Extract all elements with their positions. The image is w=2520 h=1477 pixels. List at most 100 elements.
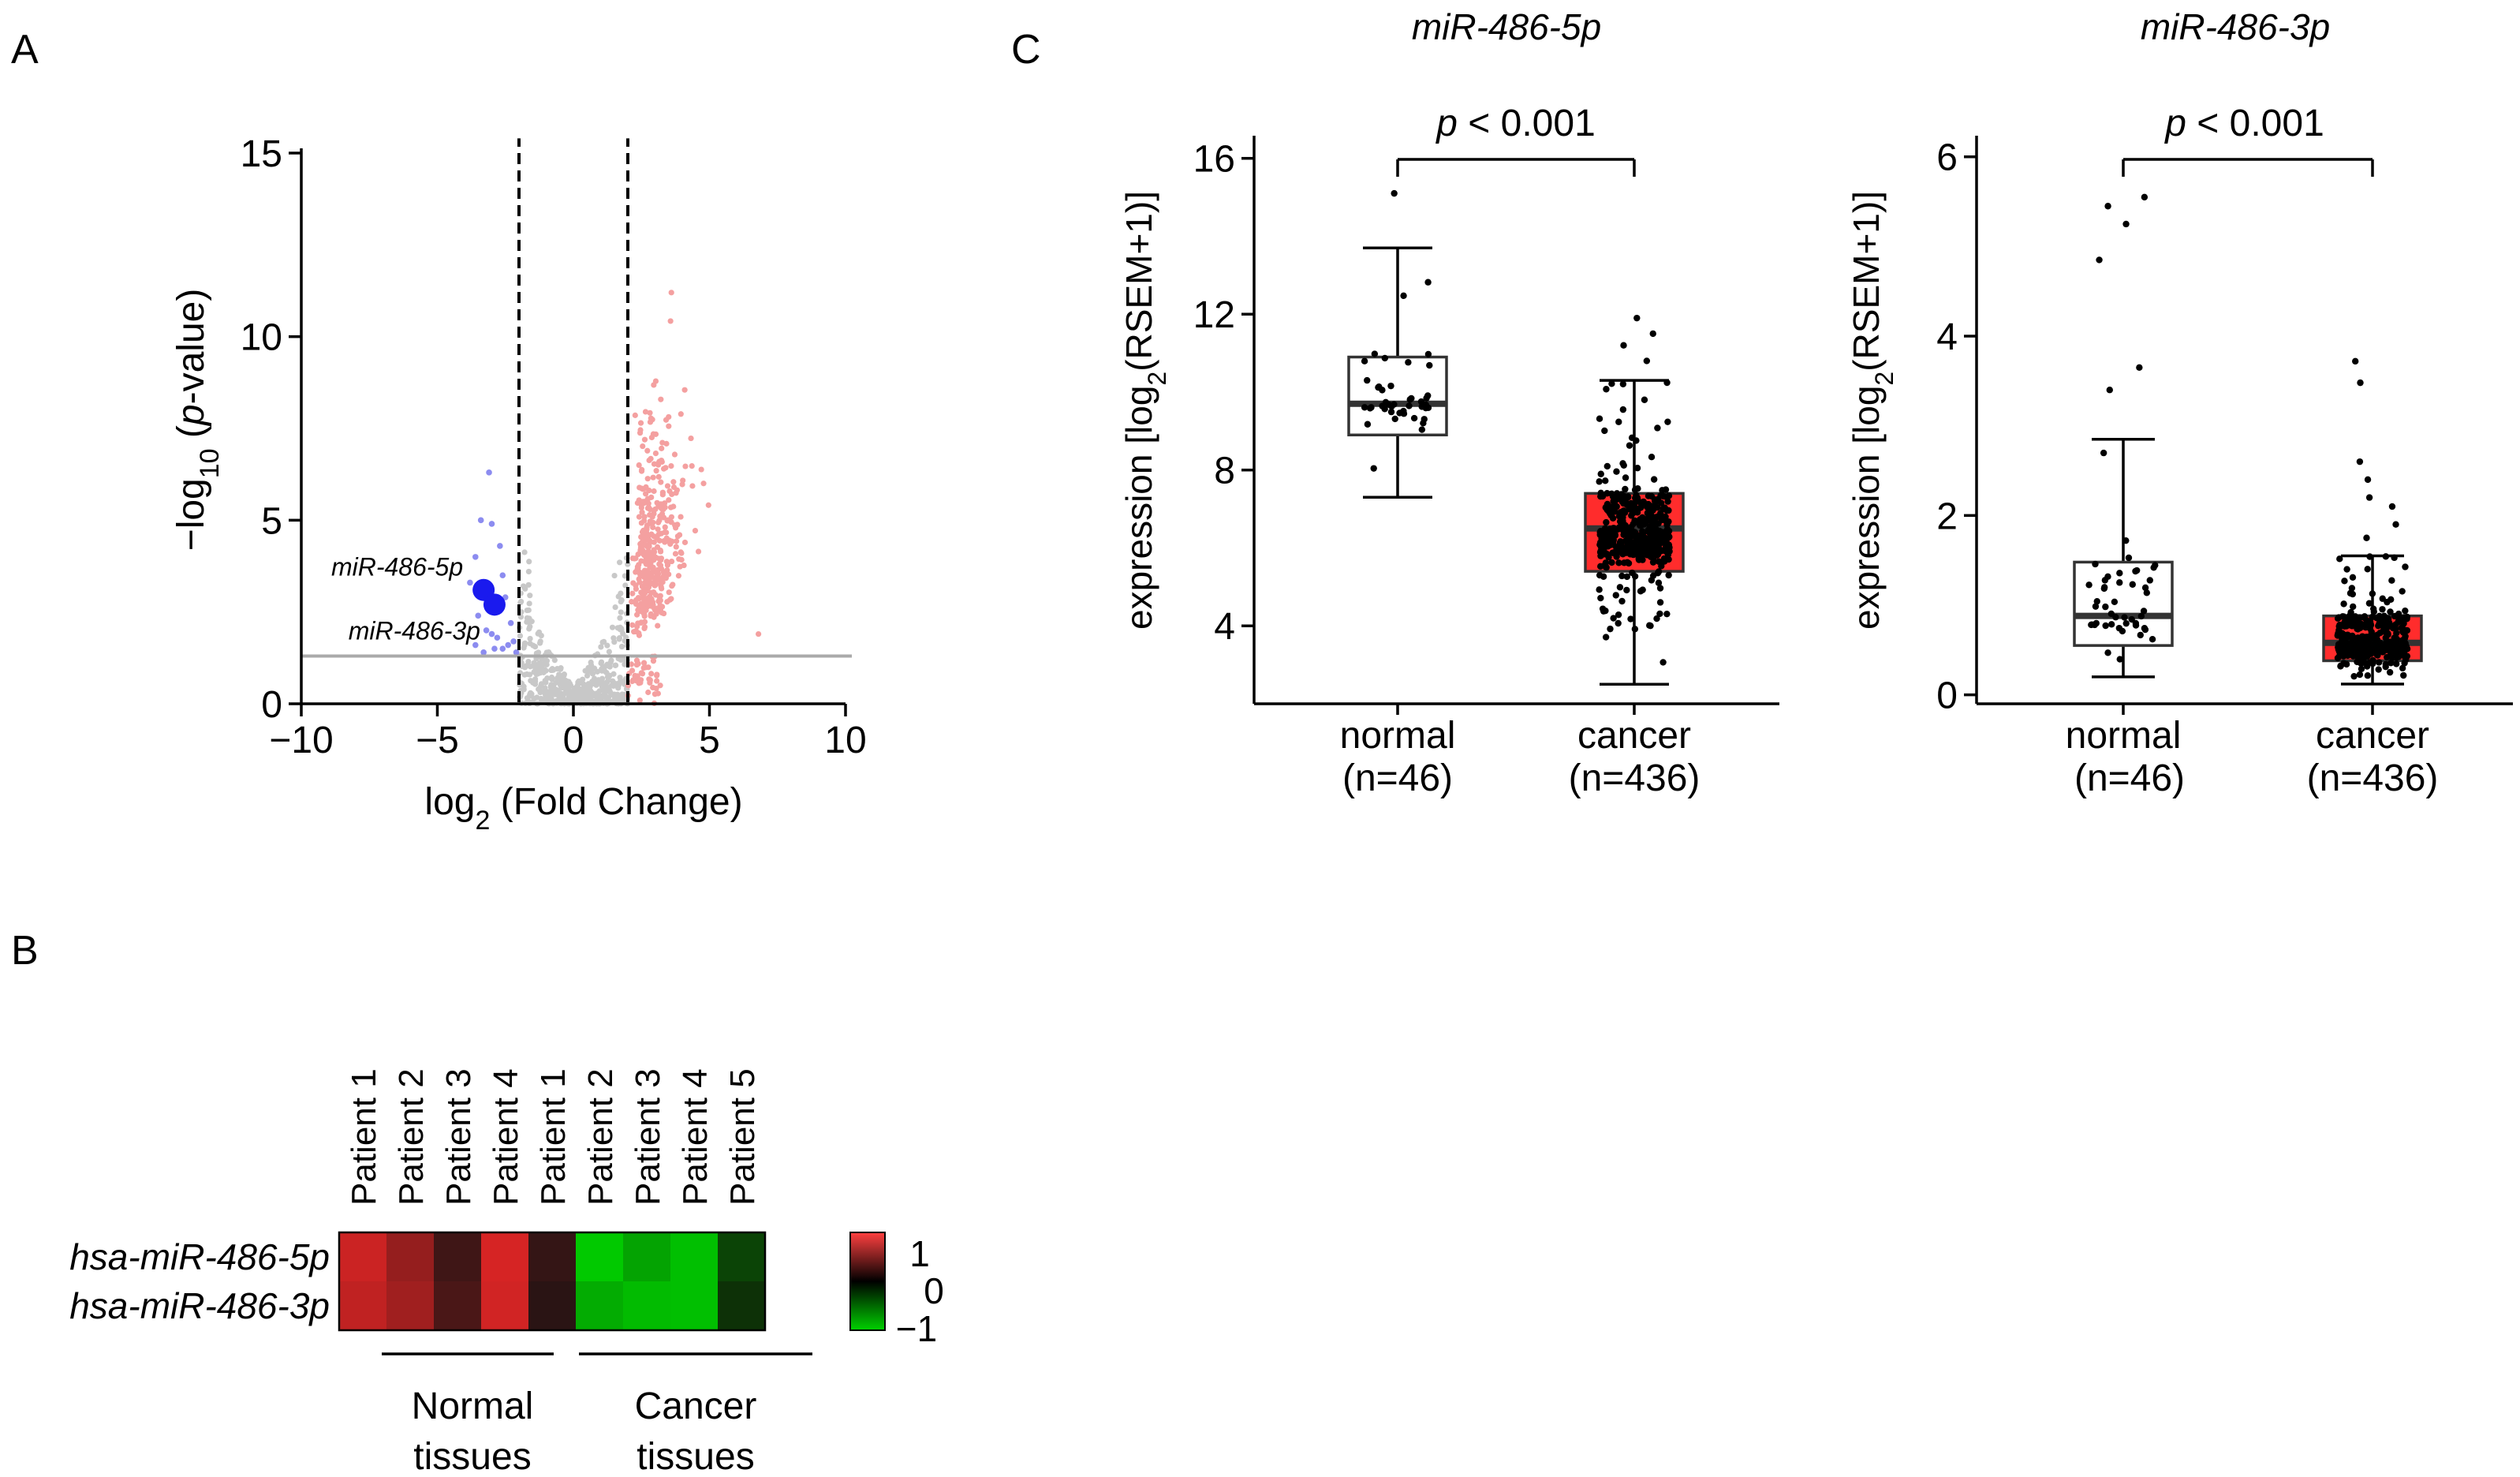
data-point <box>1406 402 1413 409</box>
heatmap-cell <box>623 1232 671 1282</box>
data-point <box>1641 540 1648 547</box>
data-point <box>1651 497 1659 505</box>
data-point <box>2391 612 2399 620</box>
point-up <box>643 556 649 563</box>
outlier-point <box>2363 534 2370 541</box>
column-label: Patient 3 <box>439 1068 478 1206</box>
point-up <box>649 417 655 423</box>
point-not-significant <box>617 626 623 633</box>
data-point <box>1631 517 1638 525</box>
data-point <box>2402 614 2410 621</box>
point-not-significant <box>606 673 613 679</box>
point-up <box>651 539 657 545</box>
point-up <box>666 537 673 544</box>
point-up <box>689 462 695 469</box>
data-point <box>2388 577 2395 584</box>
point-up <box>636 514 643 520</box>
point-not-significant <box>594 668 600 675</box>
point-up <box>636 462 642 469</box>
point-down <box>483 627 490 634</box>
data-point <box>1410 414 1418 422</box>
volcano-x-axis-label: log2 (Fold Change) <box>424 781 742 836</box>
data-point <box>2102 622 2109 630</box>
box <box>2073 560 2174 647</box>
point-up <box>637 427 644 433</box>
point-not-significant <box>618 643 625 650</box>
outlier-point <box>2136 364 2143 372</box>
point-not-significant <box>616 559 623 566</box>
data-point <box>2111 598 2119 606</box>
point-not-significant <box>607 690 614 696</box>
heatmap-cell <box>386 1232 435 1282</box>
point-up <box>638 670 644 676</box>
point-not-significant <box>534 671 541 677</box>
data-point <box>2137 612 2145 620</box>
point-not-significant <box>521 642 528 649</box>
outlier-point <box>1391 189 1398 197</box>
panel-label-b: B <box>11 928 39 974</box>
outlier-point <box>2365 494 2373 501</box>
point-not-significant <box>526 600 532 607</box>
data-point <box>1653 542 1660 550</box>
heatmap-column-labels: Patient 1 Patient 2 Patient 3 Patient 4 Pati… <box>345 1068 762 1206</box>
point-up <box>645 664 651 671</box>
data-point <box>2350 672 2358 680</box>
boxplot-axes: 4 8 12 16 <box>1193 136 1779 715</box>
group-label: cancer <box>2316 715 2429 757</box>
point-up <box>648 531 655 537</box>
data-point <box>1664 418 1671 425</box>
data-point <box>2133 566 2141 574</box>
outlier-point <box>1620 342 1627 349</box>
data-point <box>2341 648 2348 655</box>
data-point <box>1613 468 1620 475</box>
outlier-point <box>2352 357 2359 365</box>
point-up <box>650 658 657 664</box>
point-up <box>682 463 689 469</box>
point-not-significant <box>615 593 622 600</box>
data-point <box>2104 649 2111 656</box>
boxplot-y-axis-label: expression [log2(RSEM+1)] <box>1846 191 1898 630</box>
point-up <box>659 439 666 446</box>
point-not-significant <box>618 609 624 615</box>
point-up <box>639 509 645 515</box>
y-tick-label: 15 <box>241 133 282 175</box>
point-not-significant <box>616 636 622 642</box>
data-point <box>1665 571 1672 579</box>
data-point <box>2379 606 2386 613</box>
point-not-significant <box>542 678 548 684</box>
data-point <box>1656 585 1664 592</box>
heatmap-border <box>338 1231 767 1332</box>
data-point <box>1605 554 1612 561</box>
y-tick-label: 12 <box>1193 294 1235 336</box>
point-not-significant <box>615 685 622 691</box>
point-up <box>657 593 663 599</box>
data-point <box>1665 555 1672 563</box>
data-point <box>1603 462 1611 470</box>
point-not-significant <box>548 674 555 681</box>
y-tick-label: 5 <box>261 500 282 542</box>
data-point <box>2143 589 2151 596</box>
data-point <box>2369 641 2377 648</box>
data-point <box>2092 603 2100 610</box>
data-point <box>1602 607 1609 615</box>
data-point <box>1619 380 1627 387</box>
point-not-significant <box>547 690 553 697</box>
data-point <box>2340 660 2347 667</box>
data-point <box>2334 632 2341 639</box>
y-tick-label: 0 <box>261 684 282 726</box>
data-point <box>1623 543 1630 551</box>
data-point <box>1657 499 1665 507</box>
highlight-point <box>483 593 506 616</box>
point-down <box>497 543 503 549</box>
point-up <box>655 690 661 697</box>
outlier-point <box>2104 203 2111 210</box>
point-not-significant <box>610 635 617 641</box>
point-not-significant <box>578 687 584 694</box>
data-point <box>2376 629 2384 637</box>
point-not-significant <box>525 568 532 575</box>
outlier-point <box>2096 256 2103 264</box>
data-point <box>1662 486 1670 493</box>
point-down <box>499 572 506 578</box>
data-point <box>2384 653 2391 661</box>
outlier-point <box>2356 458 2364 466</box>
